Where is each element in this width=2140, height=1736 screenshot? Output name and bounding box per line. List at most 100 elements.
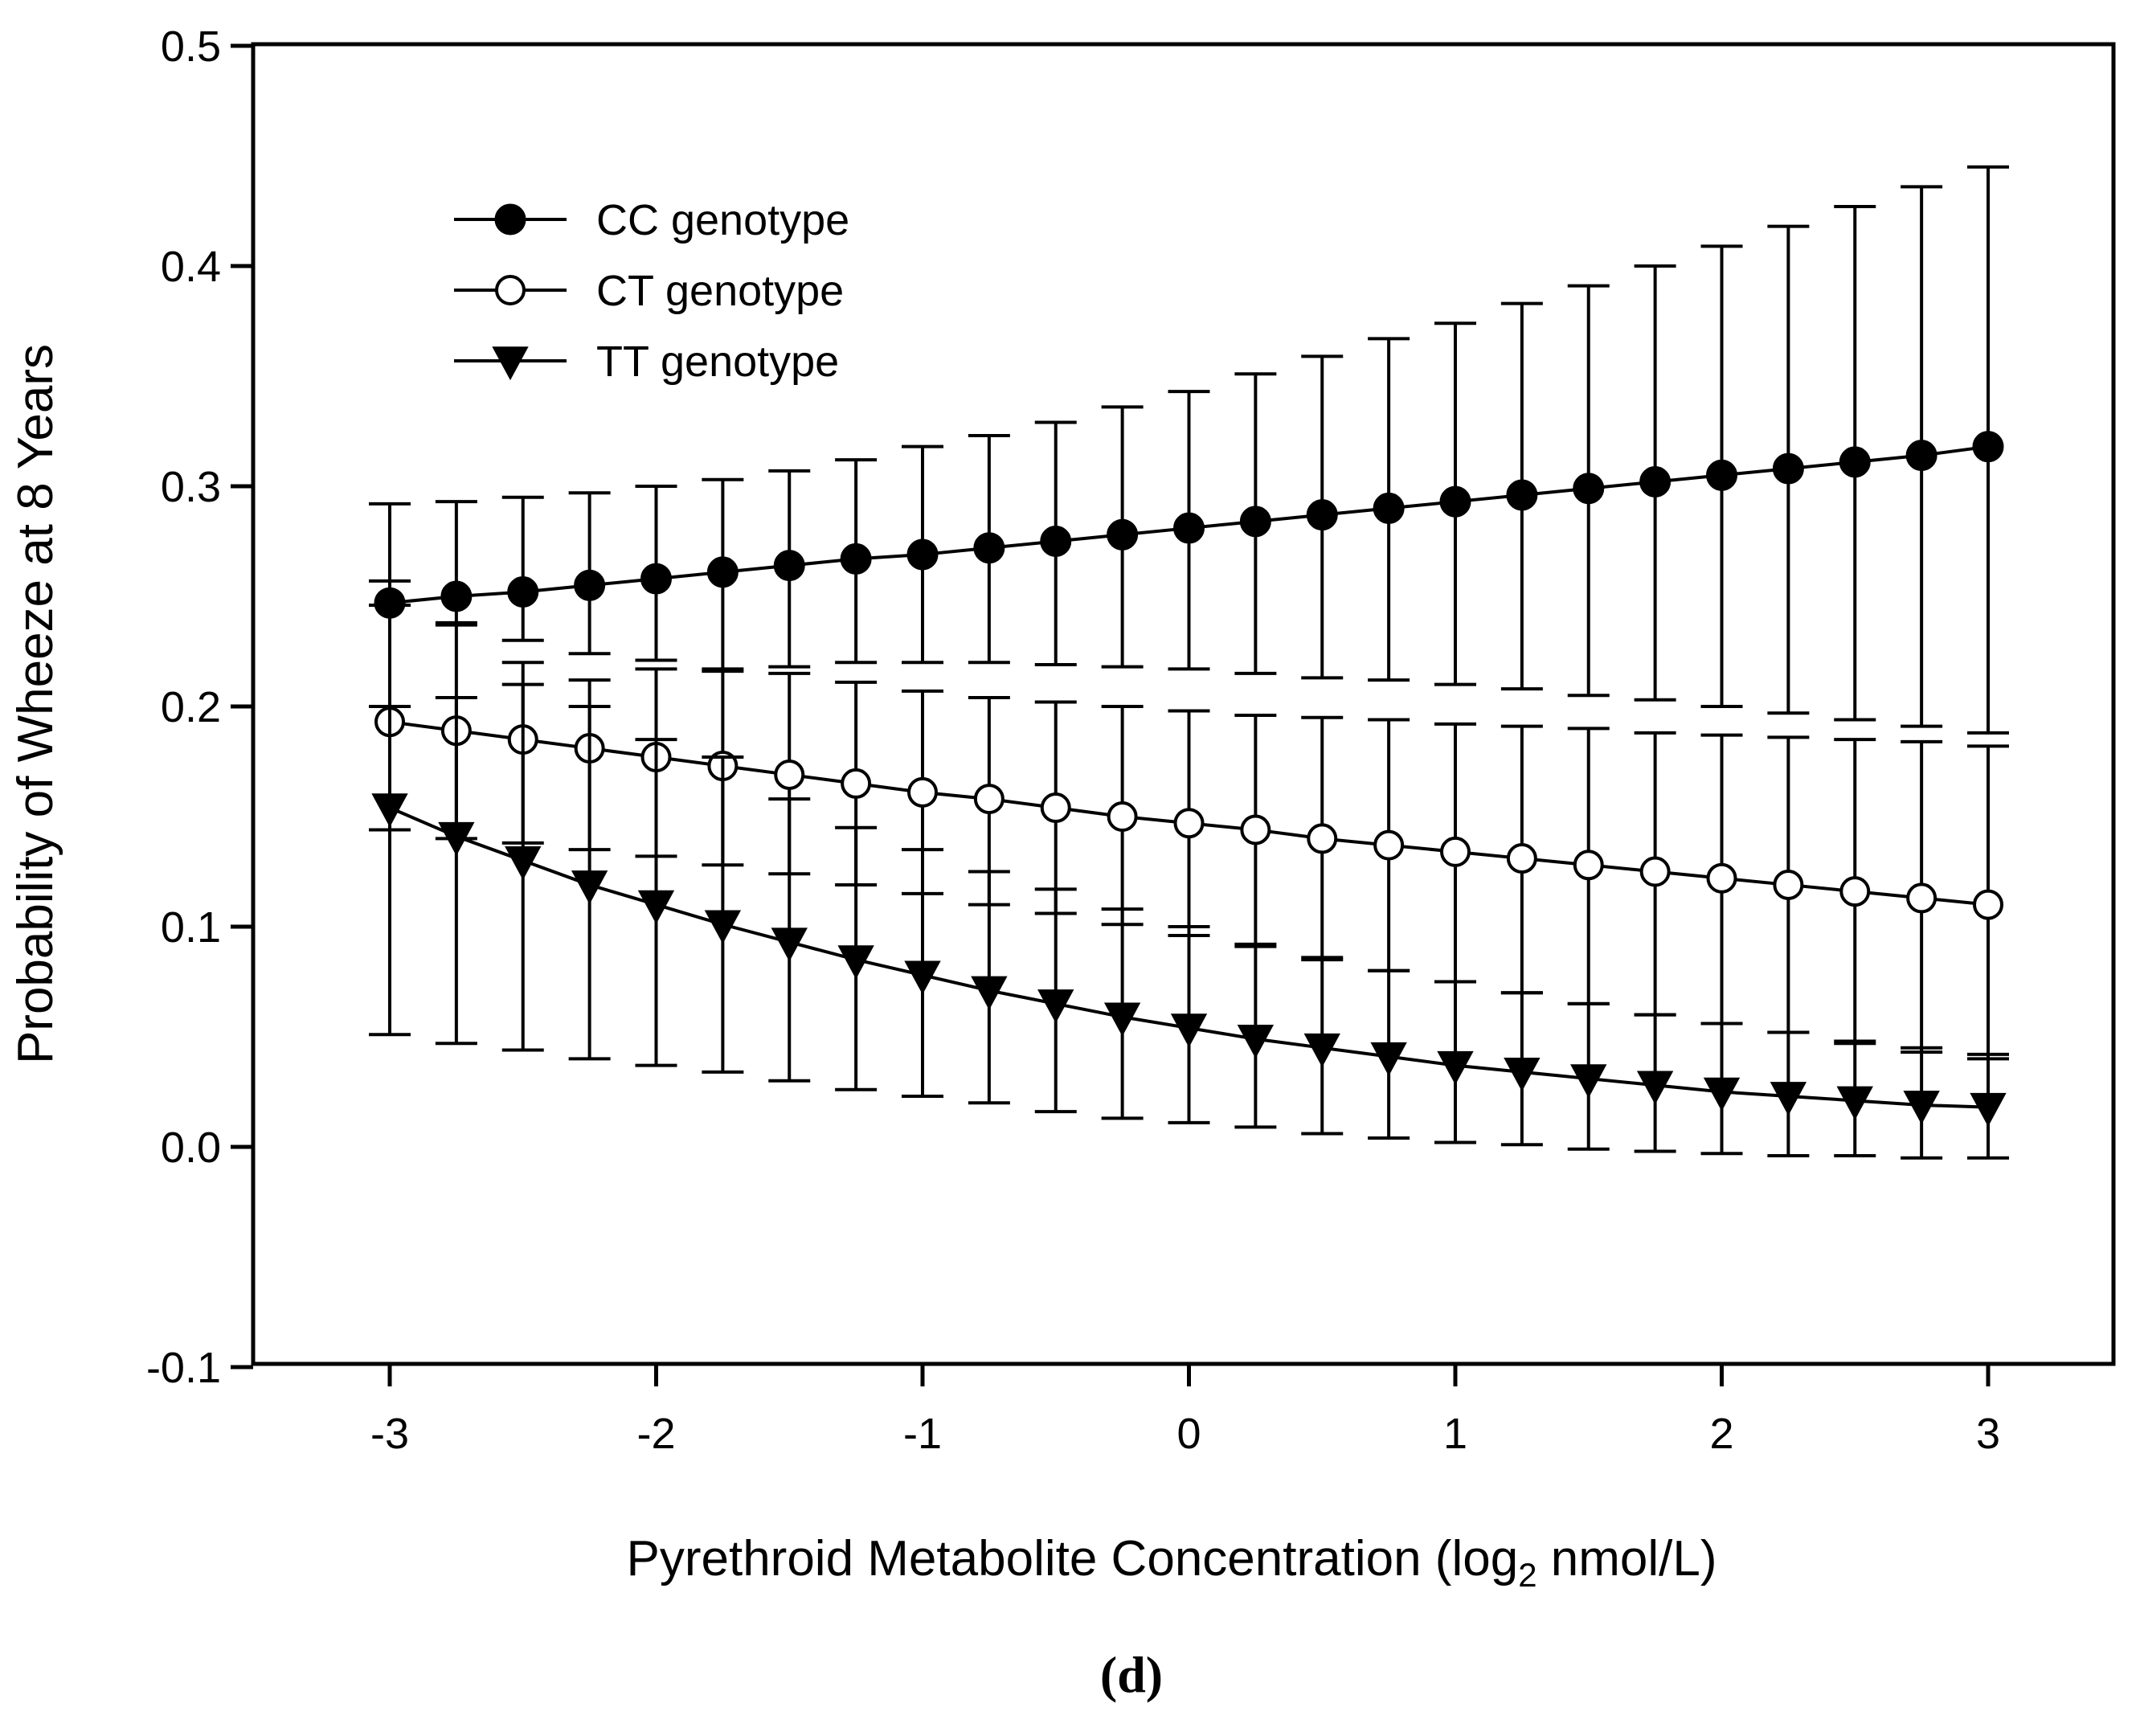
data-point xyxy=(1636,1071,1674,1105)
data-point xyxy=(904,960,941,995)
legend-marker xyxy=(495,275,526,305)
data-point xyxy=(1107,801,1138,832)
data-point xyxy=(973,532,1005,564)
data-point xyxy=(706,556,739,588)
data-point xyxy=(837,945,874,980)
legend-label: CC genotype xyxy=(596,196,849,244)
data-point xyxy=(773,550,805,582)
data-point xyxy=(1107,518,1139,551)
data-point xyxy=(1307,823,1338,854)
data-point xyxy=(973,784,1005,815)
data-point xyxy=(1373,492,1405,524)
x-tick-label: -2 xyxy=(636,1410,675,1458)
x-tick-label: 2 xyxy=(1709,1410,1733,1458)
data-point xyxy=(1504,1058,1541,1091)
y-tick-label: 0.1 xyxy=(161,903,221,952)
data-point xyxy=(1772,452,1804,485)
data-point xyxy=(841,768,872,799)
data-point xyxy=(771,927,808,962)
data-point xyxy=(971,976,1008,1010)
panel-label: (d) xyxy=(1100,1646,1163,1703)
data-point xyxy=(1706,459,1737,491)
plot-frame xyxy=(251,42,2116,1366)
data-point xyxy=(1040,526,1072,557)
data-point xyxy=(1303,1033,1340,1067)
data-point xyxy=(774,759,805,790)
data-point xyxy=(1306,499,1338,531)
x-axis-title-tail: nmol/L) xyxy=(1537,1531,1717,1587)
x-tick-label: 0 xyxy=(1176,1410,1201,1458)
data-point xyxy=(1570,1064,1607,1099)
data-point xyxy=(907,776,938,808)
data-point xyxy=(1506,479,1538,511)
data-point xyxy=(1770,1082,1807,1116)
y-tick-label: 0.5 xyxy=(161,23,221,71)
data-point xyxy=(440,580,473,612)
data-point xyxy=(1373,829,1405,861)
data-point xyxy=(1903,1091,1940,1125)
data-point xyxy=(1506,843,1537,874)
data-point xyxy=(571,870,608,905)
x-tick-label: 3 xyxy=(1976,1410,2000,1458)
data-point xyxy=(906,538,939,571)
x-axis-title: Pyrethroid Metabolite Concentration (log… xyxy=(626,1531,1717,1594)
data-point xyxy=(1237,1024,1275,1058)
data-point xyxy=(1239,506,1271,538)
axes-layer: -0.1 0.0 0.1 0.2 0.3 0.4 0.5 -3 -2 -1 0 1 2 3 xyxy=(146,23,2000,1458)
data-point xyxy=(1639,856,1671,887)
y-tick-label: 0.0 xyxy=(161,1124,221,1172)
data-point xyxy=(1573,473,1605,505)
data-point xyxy=(1040,792,1071,824)
y-tick-label: 0.2 xyxy=(161,683,221,731)
data-point xyxy=(507,576,539,608)
data-point xyxy=(1037,989,1074,1024)
data-point xyxy=(1836,1086,1873,1120)
data-point xyxy=(640,563,672,595)
x-tick-label: -3 xyxy=(370,1410,409,1458)
x-axis-title-main: Pyrethroid Metabolite Concentration (log xyxy=(626,1531,1518,1587)
data-point xyxy=(1240,814,1271,845)
data-point xyxy=(1839,876,1871,907)
series-tt-genotype xyxy=(369,682,2009,1160)
data-point xyxy=(1103,1002,1141,1037)
legend-label: TT genotype xyxy=(596,338,839,386)
legend-marker xyxy=(494,203,526,235)
y-tick-label: 0.4 xyxy=(161,243,221,291)
data-point xyxy=(1437,1050,1474,1085)
data-point xyxy=(1906,882,1937,914)
data-point xyxy=(1703,1077,1741,1112)
data-point xyxy=(1773,869,1804,900)
data-point xyxy=(1706,862,1737,894)
x-axis-title-subscript: 2 xyxy=(1518,1556,1536,1594)
data-point xyxy=(371,793,408,828)
data-point xyxy=(505,846,542,880)
y-tick-label: 0.3 xyxy=(161,463,221,511)
data-point xyxy=(1170,1013,1208,1048)
data-point xyxy=(1972,431,2004,463)
data-point xyxy=(1839,446,1871,478)
data-point xyxy=(438,821,475,856)
legend-label: CT genotype xyxy=(596,267,844,315)
data-point xyxy=(704,910,742,944)
series-cc-genotype xyxy=(369,165,2009,735)
series-layer xyxy=(369,165,2009,1160)
legend-marker xyxy=(492,346,529,381)
data-point xyxy=(574,569,606,601)
data-point xyxy=(1905,440,1937,472)
series-ct-genotype xyxy=(369,579,2009,1061)
data-point xyxy=(1973,889,2003,920)
data-point xyxy=(1439,485,1471,518)
data-point xyxy=(1573,850,1604,881)
data-point xyxy=(1173,512,1205,544)
x-tick-label: -1 xyxy=(903,1410,942,1458)
data-point xyxy=(1440,836,1471,867)
data-point xyxy=(1173,808,1205,839)
data-point xyxy=(1639,466,1671,498)
legend: CC genotype CT genotype TT genotype xyxy=(454,196,849,386)
data-point xyxy=(1970,1092,2007,1127)
data-point xyxy=(840,542,872,575)
data-point xyxy=(1370,1042,1407,1076)
y-axis-title: Probability of Wheeze at 8 Years xyxy=(8,344,63,1064)
y-tick-label: -0.1 xyxy=(146,1344,221,1392)
